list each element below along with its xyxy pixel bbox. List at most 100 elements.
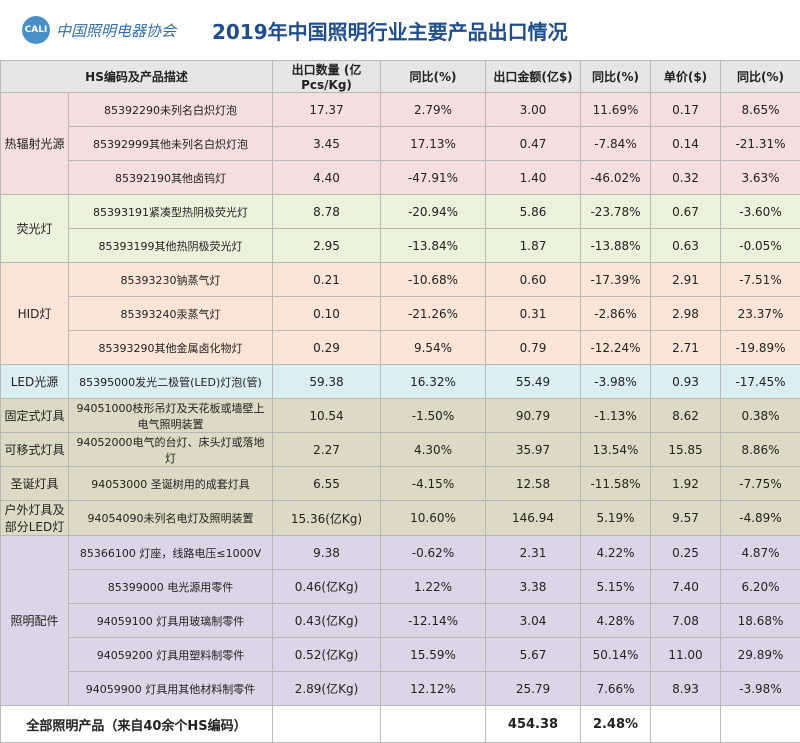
value-cell: 0.21 <box>273 263 381 297</box>
value-cell: 0.10 <box>273 297 381 331</box>
value-cell: 11.00 <box>651 638 721 672</box>
product-name: 85393230钠蒸气灯 <box>69 263 273 297</box>
value-cell: -12.14% <box>381 604 486 638</box>
value-cell: 6.55 <box>273 467 381 501</box>
value-cell: -3.98% <box>721 672 800 706</box>
empty-cell <box>381 706 486 743</box>
value-cell: 0.31 <box>486 297 581 331</box>
value-cell: -20.94% <box>381 195 486 229</box>
value-cell: 13.54% <box>581 433 651 467</box>
value-cell: 8.78 <box>273 195 381 229</box>
group-label: 圣诞灯具 <box>1 467 69 501</box>
value-cell: 0.32 <box>651 161 721 195</box>
value-cell: 0.17 <box>651 93 721 127</box>
value-cell: -46.02% <box>581 161 651 195</box>
column-header: HS编码及产品描述 <box>1 61 273 93</box>
value-cell: -4.89% <box>721 501 800 536</box>
group-label: 固定式灯具 <box>1 399 69 433</box>
value-cell: -7.75% <box>721 467 800 501</box>
value-cell: 7.40 <box>651 570 721 604</box>
value-cell: 12.12% <box>381 672 486 706</box>
product-name: 85392999其他未列名白炽灯泡 <box>69 127 273 161</box>
logo: CALI <box>22 16 50 44</box>
product-name: 85393191紧凑型热阴极荧光灯 <box>69 195 273 229</box>
value-cell: 2.71 <box>651 331 721 365</box>
group-label: HID灯 <box>1 263 69 365</box>
value-cell: 2.91 <box>651 263 721 297</box>
value-cell: -21.26% <box>381 297 486 331</box>
value-cell: 0.63 <box>651 229 721 263</box>
group-label: 户外灯具及部分LED灯 <box>1 501 69 536</box>
value-cell: 4.87% <box>721 536 800 570</box>
total-value: 454.38 <box>486 706 581 743</box>
value-cell: 2.31 <box>486 536 581 570</box>
product-name: 85393199其他热阴极荧光灯 <box>69 229 273 263</box>
product-name: 85393290其他金属卤化物灯 <box>69 331 273 365</box>
value-cell: 25.79 <box>486 672 581 706</box>
value-cell: -3.98% <box>581 365 651 399</box>
value-cell: 0.25 <box>651 536 721 570</box>
product-name: 85399000 电光源用零件 <box>69 570 273 604</box>
value-cell: 29.89% <box>721 638 800 672</box>
value-cell: 3.04 <box>486 604 581 638</box>
value-cell: -11.58% <box>581 467 651 501</box>
value-cell: 15.59% <box>381 638 486 672</box>
value-cell: 0.47 <box>486 127 581 161</box>
value-cell: 8.93 <box>651 672 721 706</box>
export-table: HS编码及产品描述出口数量 (亿Pcs/Kg)同比(%)出口金额(亿$)同比(%… <box>0 60 800 743</box>
value-cell: 4.28% <box>581 604 651 638</box>
group-label: LED光源 <box>1 365 69 399</box>
logo-text: 中国照明电器协会 <box>56 20 176 41</box>
value-cell: -19.89% <box>721 331 800 365</box>
value-cell: -10.68% <box>381 263 486 297</box>
value-cell: -17.39% <box>581 263 651 297</box>
value-cell: 4.30% <box>381 433 486 467</box>
value-cell: 5.15% <box>581 570 651 604</box>
value-cell: 2.98 <box>651 297 721 331</box>
value-cell: 90.79 <box>486 399 581 433</box>
value-cell: -1.13% <box>581 399 651 433</box>
value-cell: 8.62 <box>651 399 721 433</box>
empty-cell <box>651 706 721 743</box>
value-cell: 8.86% <box>721 433 800 467</box>
value-cell: 5.67 <box>486 638 581 672</box>
column-header: 单价($) <box>651 61 721 93</box>
value-cell: 0.67 <box>651 195 721 229</box>
value-cell: -13.84% <box>381 229 486 263</box>
value-cell: -17.45% <box>721 365 800 399</box>
value-cell: 15.36(亿Kg) <box>273 501 381 536</box>
empty-cell <box>721 706 800 743</box>
value-cell: 23.37% <box>721 297 800 331</box>
value-cell: 9.54% <box>381 331 486 365</box>
value-cell: -2.86% <box>581 297 651 331</box>
group-label: 照明配件 <box>1 536 69 706</box>
value-cell: -12.24% <box>581 331 651 365</box>
value-cell: -0.05% <box>721 229 800 263</box>
value-cell: 17.13% <box>381 127 486 161</box>
value-cell: 1.22% <box>381 570 486 604</box>
value-cell: 1.87 <box>486 229 581 263</box>
value-cell: 2.79% <box>381 93 486 127</box>
value-cell: 7.08 <box>651 604 721 638</box>
value-cell: 10.54 <box>273 399 381 433</box>
value-cell: 16.32% <box>381 365 486 399</box>
value-cell: 12.58 <box>486 467 581 501</box>
value-cell: 15.85 <box>651 433 721 467</box>
value-cell: 55.49 <box>486 365 581 399</box>
value-cell: 3.38 <box>486 570 581 604</box>
value-cell: -7.84% <box>581 127 651 161</box>
value-cell: 0.14 <box>651 127 721 161</box>
